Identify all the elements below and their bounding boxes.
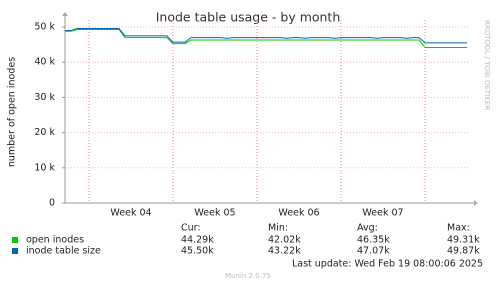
series-line (65, 27, 467, 44)
stat-value: 46.35k (357, 235, 390, 246)
legend-swatch (12, 248, 18, 254)
x-tick-label: Week 05 (194, 208, 235, 219)
legend-label: inode table size (26, 246, 101, 257)
axis-arrow (474, 200, 478, 206)
series-line (65, 29, 467, 48)
y-tick-label: 10 k (34, 162, 55, 173)
plot-area (65, 20, 470, 203)
x-tick-label: Week 07 (362, 208, 403, 219)
x-tick-label: Week 04 (110, 208, 151, 219)
footer: Munin 2.0.75 (225, 272, 271, 280)
stat-value: 49.31k (447, 235, 480, 246)
stat-header: Cur: (181, 223, 201, 234)
axis-arrow (62, 12, 68, 16)
y-tick-label: 30 k (34, 92, 55, 103)
stat-header: Avg: (357, 223, 378, 234)
stat-header: Min: (268, 223, 288, 234)
stat-value: 47.07k (357, 246, 390, 257)
legend-label: open inodes (26, 235, 84, 246)
chart-title: Inode table usage - by month (156, 10, 341, 25)
y-tick-label: 0 (49, 198, 55, 209)
y-tick-label: 40 k (34, 57, 55, 68)
stat-value: 44.29k (181, 235, 214, 246)
y-tick-label: 50 k (34, 22, 55, 33)
legend-swatch (12, 237, 18, 243)
stat-value: 45.50k (181, 246, 214, 257)
stat-value: 49.87k (447, 246, 480, 257)
last-update: Last update: Wed Feb 19 08:00:06 2025 (292, 259, 483, 270)
stat-value: 42.02k (268, 235, 301, 246)
side-text: RRDTOOL / TOBI OETIKER (483, 20, 491, 110)
y-axis-label: number of open inodes (7, 57, 18, 167)
x-tick-label: Week 06 (278, 208, 319, 219)
stat-header: Max: (447, 223, 470, 234)
y-tick-label: 20 k (34, 127, 55, 138)
stat-value: 43.22k (268, 246, 301, 257)
